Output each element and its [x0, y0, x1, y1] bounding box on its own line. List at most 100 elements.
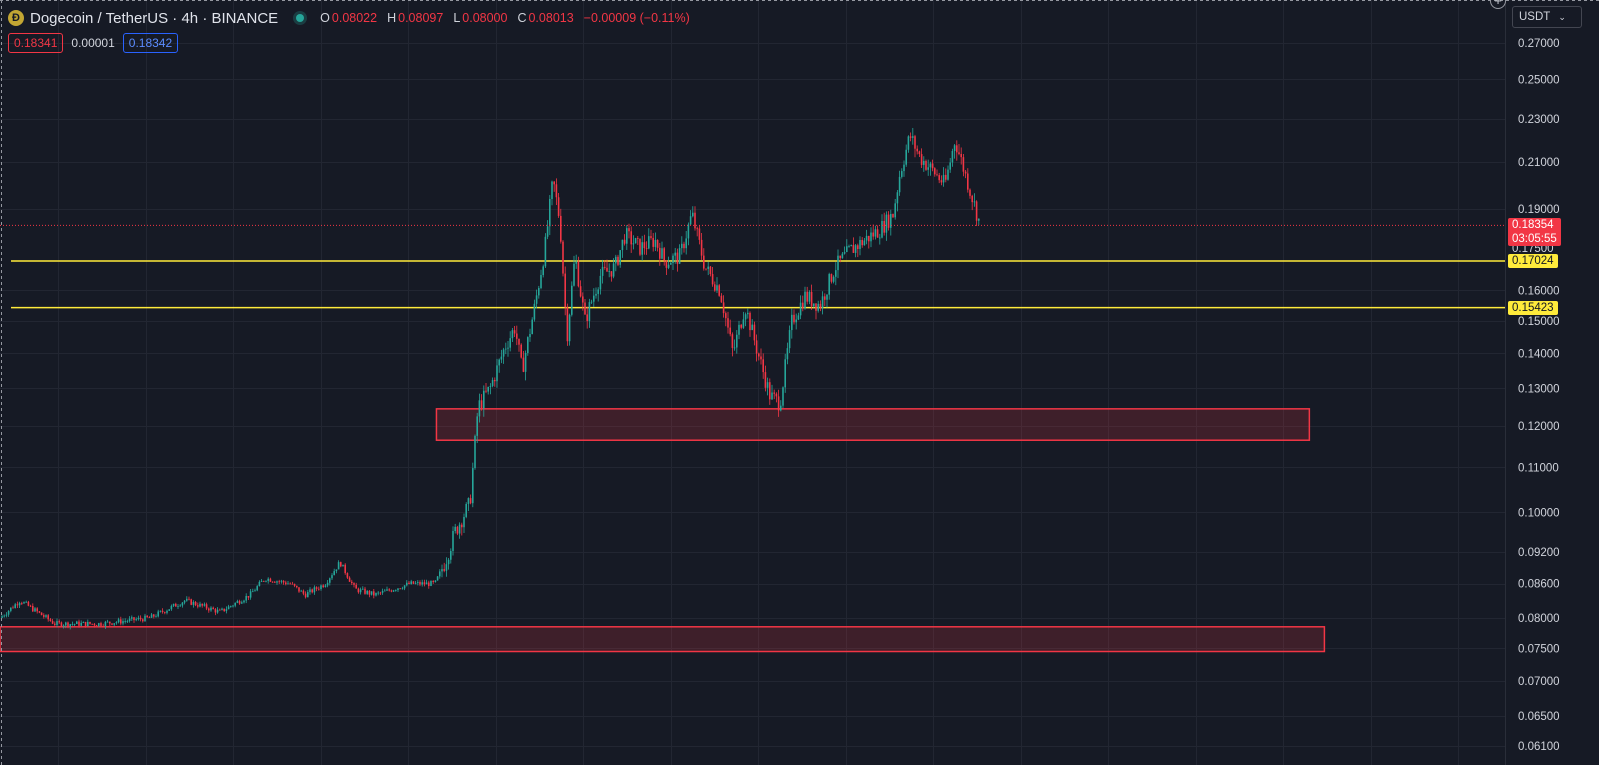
candle-body [546, 226, 549, 237]
candle-body [366, 590, 368, 594]
candle-body [700, 239, 703, 256]
candle-body [522, 357, 525, 372]
horizontal-levels[interactable] [11, 260, 1505, 309]
candle-body [36, 608, 38, 612]
candle-body [967, 173, 969, 190]
candle-body [340, 562, 342, 567]
candle-body [278, 581, 280, 583]
candle-body [579, 286, 582, 297]
sell-price-button[interactable]: 0.18341 [8, 33, 64, 53]
price-axis-tick-label: 0.15000 [1518, 316, 1560, 328]
low-label: L [453, 11, 461, 25]
candle-body [918, 151, 921, 155]
candle-body [938, 175, 940, 181]
candle-body [758, 353, 760, 357]
candle-body [208, 608, 210, 611]
candle-body [681, 243, 683, 249]
candle-body [186, 598, 188, 601]
candle-body [320, 585, 322, 590]
candle-body [76, 621, 78, 624]
candle-body [577, 261, 580, 287]
candle-body [663, 248, 665, 261]
symbol-title[interactable]: Dogecoin / TetherUS · 4h · BINANCE [30, 9, 279, 27]
candle-body [351, 581, 353, 584]
candle-body [694, 212, 696, 229]
candle-body [615, 256, 617, 264]
candle-body [595, 293, 597, 296]
candle-body [265, 580, 267, 582]
candle-body [804, 291, 806, 309]
candle-body [150, 614, 153, 618]
candle-body [685, 238, 687, 249]
candle-body [887, 214, 890, 228]
candle-body [249, 591, 252, 598]
candle-body [210, 607, 212, 611]
candle-body [21, 602, 23, 604]
candle-body [359, 589, 362, 593]
demand-zone-box [435, 408, 1311, 441]
price-axis-tick-label: 0.09200 [1518, 547, 1560, 559]
candle-body [744, 314, 747, 320]
candle-body [56, 621, 58, 625]
candle-body [465, 503, 467, 517]
candle-body [313, 587, 316, 593]
candle-body [122, 621, 124, 624]
candle-body [399, 588, 401, 590]
candle-body [45, 615, 47, 617]
candle-body [645, 248, 648, 249]
candle-body [729, 327, 731, 335]
candle-body [593, 295, 595, 302]
candle-body [808, 291, 811, 302]
candle-body [896, 192, 899, 204]
candle-body [630, 231, 632, 245]
candle-body [1, 616, 3, 618]
candle-body [489, 385, 492, 387]
candle-body [628, 228, 630, 232]
candle-body [170, 605, 173, 610]
candle-body [892, 214, 894, 218]
candle-body [667, 264, 670, 268]
candle-body [221, 608, 223, 610]
bid-ask-panel: 0.18341 0.00001 0.18342 [8, 33, 179, 53]
candle-body [364, 588, 366, 594]
market-status-icon[interactable] [296, 14, 305, 22]
candle-body [923, 160, 925, 165]
candle-body [722, 302, 725, 314]
candle-body [236, 601, 239, 603]
level-tag-lower[interactable]: 0.15423 [1508, 300, 1558, 315]
candle-body [527, 337, 529, 354]
candle-body [104, 621, 107, 627]
candle-body [687, 224, 690, 239]
candle-body [828, 274, 830, 295]
price-axis[interactable]: 0.27000 0.25000 0.23000 0.21000 0.19000 0.160… [1518, 38, 1560, 753]
level-tag-upper[interactable]: 0.17024 [1508, 253, 1558, 268]
candle-body [626, 228, 628, 244]
candle-body [524, 353, 527, 372]
candle-body [841, 253, 844, 259]
candle-body [797, 315, 800, 320]
candle-body [764, 372, 767, 388]
candle-body [476, 416, 478, 436]
candle-body [742, 319, 745, 328]
buy-price-button[interactable]: 0.18342 [122, 33, 179, 53]
candle-body [71, 624, 74, 625]
candle-body [907, 136, 910, 150]
candle-body [300, 590, 302, 592]
currency-dropdown[interactable]: USDT ⌄ [1512, 6, 1582, 28]
candle-body [909, 136, 912, 138]
candle-body [612, 263, 615, 277]
candle-body [914, 136, 916, 149]
candle-body [852, 245, 855, 253]
close-label: C [517, 11, 527, 25]
candle-body [676, 252, 679, 264]
candle-body [355, 584, 357, 589]
candle-body [601, 266, 604, 276]
price-axis-tick-label: 0.14000 [1518, 348, 1560, 360]
candle-body [736, 334, 738, 348]
candle-body [10, 607, 12, 611]
candle-body [254, 590, 256, 592]
candle-body [32, 605, 34, 612]
candle-body [98, 623, 100, 626]
candle-body [641, 242, 643, 255]
